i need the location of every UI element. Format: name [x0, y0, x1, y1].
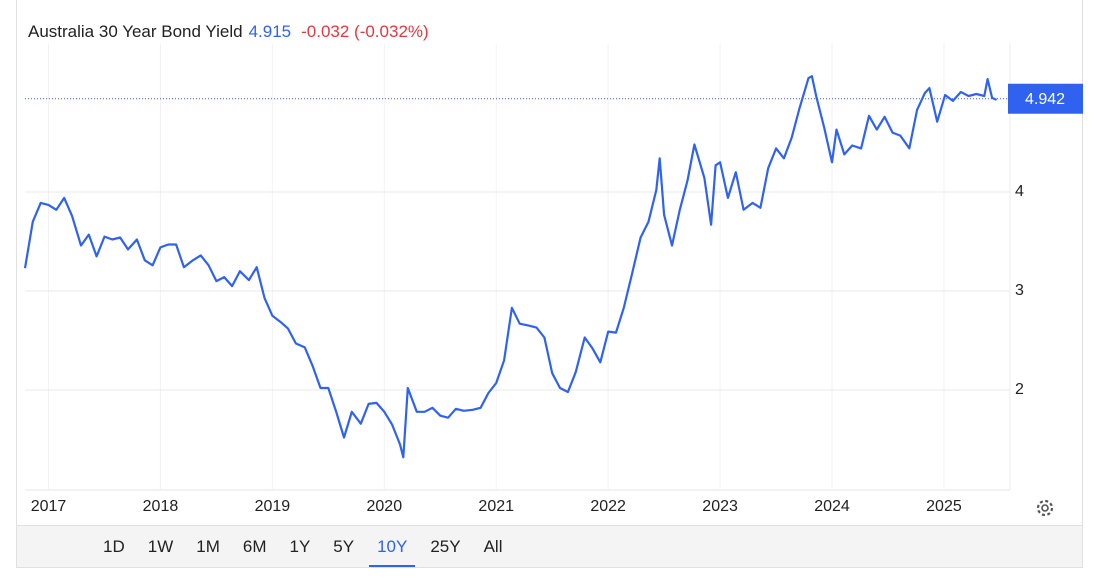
x-tick-label: 2022: [590, 498, 626, 515]
change: -0.032 (-0.032%): [301, 22, 429, 41]
y-tick-label: 3: [1015, 282, 1024, 299]
last-value-label: 4.942: [1025, 91, 1065, 108]
x-tick-label: 2025: [926, 498, 962, 515]
range-button[interactable]: All: [483, 537, 503, 556]
last-value-box: [1008, 83, 1083, 114]
x-tick-label: 2019: [255, 498, 291, 515]
chart-title: Australia 30 Year Bond Yield 4.915 -0.032 …: [28, 22, 429, 41]
range-button[interactable]: 25Y: [430, 537, 461, 556]
x-tick-label: 2023: [702, 498, 738, 515]
range-button[interactable]: 5Y: [333, 537, 355, 556]
yield-line: [23, 75, 998, 459]
x-tick-label: 2017: [31, 498, 67, 515]
chart: Australia 30 Year Bond Yield 4.915 -0.032 …: [16, 0, 1083, 525]
y-tick-label: 2: [1015, 381, 1024, 398]
range-bar: 1D 1W 1M 6M 1Y 5Y 10Y 25Y All: [16, 525, 1083, 568]
range-button[interactable]: 1M: [196, 537, 220, 556]
range-button[interactable]: 1D: [103, 537, 125, 556]
title-text: Australia 30 Year Bond Yield: [28, 22, 243, 41]
range-button[interactable]: 10Y: [369, 526, 416, 567]
x-tick-label: 2021: [478, 498, 514, 515]
x-tick-label: 2024: [814, 498, 850, 515]
range-button[interactable]: 1W: [147, 537, 174, 556]
x-tick-label: 2018: [143, 498, 179, 515]
range-button[interactable]: 1Y: [289, 537, 311, 556]
settings-icon[interactable]: [1036, 499, 1054, 517]
range-button[interactable]: 6M: [242, 537, 267, 556]
price: 4.915: [249, 22, 292, 41]
x-tick-label: 2020: [367, 498, 403, 515]
y-tick-label: 4: [1015, 183, 1024, 200]
